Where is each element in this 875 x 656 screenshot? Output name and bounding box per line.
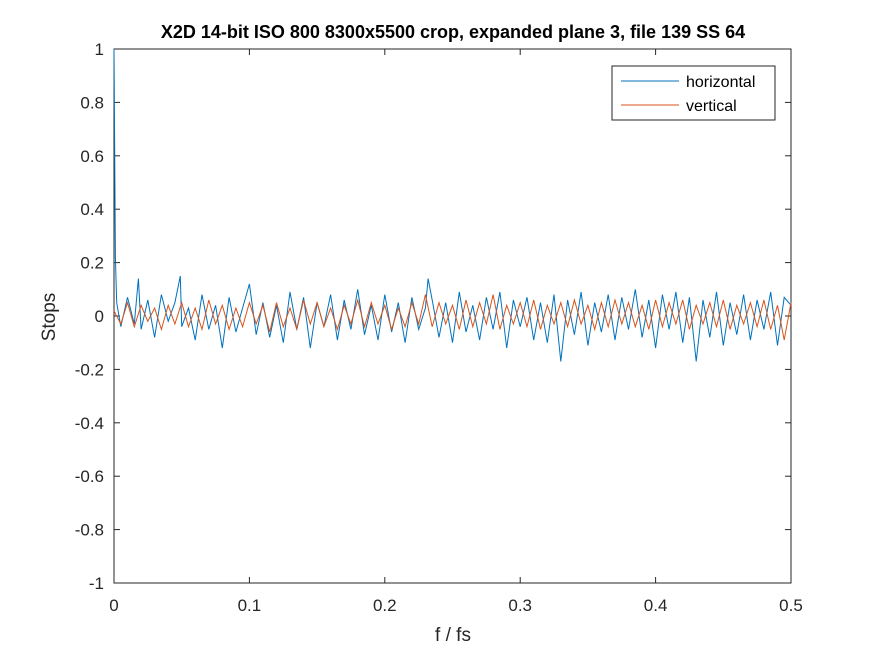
x-tick-label: 0 — [109, 596, 118, 615]
y-tick-label: 0 — [95, 307, 104, 326]
y-tick-label: -0.2 — [75, 360, 104, 379]
x-tick-label: 0.4 — [644, 596, 668, 615]
series-line-horizontal — [113, 48, 792, 362]
x-axis-label: f / fs — [435, 625, 471, 646]
y-tick-label: 0.8 — [80, 93, 104, 112]
x-tick-label: 0.1 — [238, 596, 262, 615]
y-axis-label: Stops — [39, 293, 60, 342]
y-tick-label: -0.4 — [75, 414, 104, 433]
plot-area: 0 0.1 0.2 0.3 0.4 0.5 -1 -0.8 -0.6 -0.4 -0.2 0 0.2 0.… — [75, 40, 803, 615]
legend-label: vertical — [686, 98, 737, 115]
chart-title: X2D 14-bit ISO 800 8300x5500 crop, expan… — [161, 22, 745, 42]
x-tick-label: 0.5 — [779, 596, 803, 615]
y-tick-label: 1 — [95, 40, 104, 59]
y-tick-label: 0.4 — [80, 200, 104, 219]
x-tick-label: 0.3 — [508, 596, 532, 615]
y-tick-label: 0.2 — [80, 254, 104, 273]
series-line-vertical — [113, 294, 792, 341]
legend-box — [611, 65, 776, 121]
axes-box — [113, 48, 792, 584]
y-tick-label: -1 — [89, 574, 104, 593]
legend-label: horizontal — [686, 74, 755, 91]
x-tick-label: 0.2 — [373, 596, 397, 615]
y-tick-label: 0.6 — [80, 147, 104, 166]
y-tick-label: -0.8 — [75, 521, 104, 540]
y-tick-label: -0.6 — [75, 467, 104, 486]
